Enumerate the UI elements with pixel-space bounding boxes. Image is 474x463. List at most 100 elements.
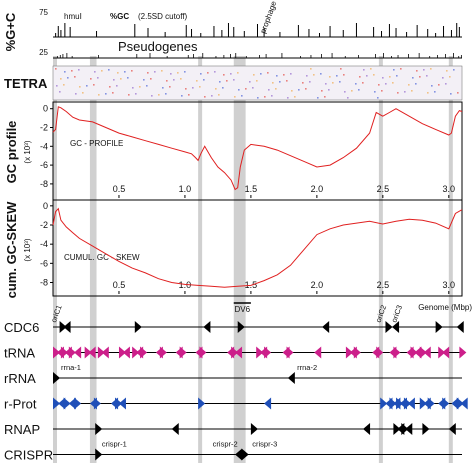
tetra-dot-140 bbox=[185, 88, 187, 90]
track-marker-trna-6 bbox=[84, 346, 92, 359]
track-marker-r-prot-8 bbox=[115, 397, 123, 410]
track-marker-rnap-2 bbox=[250, 423, 258, 435]
hmul-annotation: hmuI bbox=[64, 12, 82, 21]
tetra-dot-15 bbox=[445, 83, 447, 85]
dv6-region: DV6 Genome (Mbp) bbox=[233, 302, 472, 314]
tetra-dot-95 bbox=[230, 73, 232, 75]
track-marker-cdc6-3 bbox=[203, 321, 211, 333]
track-marker-r-prot-24 bbox=[442, 397, 450, 410]
tetra-dot-139 bbox=[132, 87, 134, 89]
tetra-dot-106 bbox=[408, 84, 410, 86]
tetra-dot-141 bbox=[238, 89, 240, 91]
track-marker-trna-4 bbox=[68, 346, 76, 359]
gc-panel: %G+C 75 25 %GC (2.5SD cutoff) hmuI proph… bbox=[3, 0, 462, 59]
track-marker-crispr-2 bbox=[241, 448, 249, 461]
tetra-dot-44 bbox=[362, 82, 364, 84]
track-marker-r-prot-26 bbox=[456, 397, 464, 410]
gc-profile-ytick-1: -2 bbox=[40, 123, 48, 133]
track-marker-cdc6-7 bbox=[392, 321, 400, 333]
track-marker-cdc6-0 bbox=[59, 321, 67, 333]
gc-title: %GC bbox=[110, 12, 129, 21]
tetra-dot-55 bbox=[135, 93, 137, 95]
tetra-dot-78 bbox=[139, 86, 141, 88]
tetra-dot-65 bbox=[260, 73, 262, 75]
track-marker-r-prot-11 bbox=[264, 397, 272, 410]
track-marker-trna-41 bbox=[423, 346, 431, 359]
tetra-dot-107 bbox=[56, 85, 58, 87]
tetra-dot-104 bbox=[302, 82, 304, 84]
track-marker-trna-2 bbox=[60, 346, 68, 359]
track-marker-trna-26 bbox=[264, 346, 272, 359]
tetra-dot-102 bbox=[196, 80, 198, 82]
track-marker-cdc6-1 bbox=[63, 321, 71, 333]
tetra-dot-101 bbox=[143, 79, 145, 81]
tetra-dot-6 bbox=[373, 74, 375, 76]
track-marker-trna-18 bbox=[179, 346, 187, 359]
tetra-dot-96 bbox=[283, 74, 285, 76]
tetra-dot-8 bbox=[74, 76, 76, 78]
genome-axis-label: Genome (Mbp) bbox=[418, 303, 472, 312]
tetra-dot-103 bbox=[249, 81, 251, 83]
highlight-band-5 bbox=[448, 56, 453, 463]
tetra-dot-48 bbox=[169, 86, 171, 88]
tetra-dot-51 bbox=[328, 89, 330, 91]
track-marker-rnap-6 bbox=[401, 423, 409, 435]
track-marker-trna-39 bbox=[414, 346, 422, 359]
track-marker-trna-38 bbox=[410, 346, 418, 359]
gc-profile-xtick-5: 3.0 bbox=[443, 184, 456, 194]
gc-ylabel: %G+C bbox=[3, 12, 18, 51]
tetra-dot-83 bbox=[404, 91, 406, 93]
tetra-dot-99 bbox=[442, 77, 444, 79]
highlight-band-2 bbox=[198, 56, 203, 463]
tetra-dot-71 bbox=[173, 79, 175, 81]
tetra-dot-58 bbox=[294, 96, 296, 98]
tetra-dot-0 bbox=[55, 68, 57, 70]
track-marker-trna-7 bbox=[88, 346, 96, 359]
tetra-dot-127 bbox=[306, 75, 308, 77]
tetra-dot-35 bbox=[290, 73, 292, 75]
tetra-dot-85 bbox=[105, 93, 107, 95]
tetra-dot-12 bbox=[286, 80, 288, 82]
tetra-dot-26 bbox=[218, 94, 220, 96]
tetra-dot-124 bbox=[147, 72, 149, 74]
tetra-dot-46 bbox=[63, 84, 65, 86]
tetra-dot-92 bbox=[71, 70, 73, 72]
tetra-dot-88 bbox=[264, 96, 266, 98]
track-marker-rnap-0 bbox=[95, 423, 103, 435]
tetra-dot-2 bbox=[161, 70, 163, 72]
gc-profile-xtick-2: 1.5 bbox=[245, 184, 258, 194]
tetra-panel: TETRA bbox=[4, 65, 463, 101]
tetra-dot-66 bbox=[313, 74, 315, 76]
tetra-dot-77 bbox=[86, 85, 88, 87]
tetra-dot-79 bbox=[192, 87, 194, 89]
tetra-dot-158 bbox=[329, 76, 331, 78]
tetra-dot-38 bbox=[449, 76, 451, 78]
tetra-dot-98 bbox=[389, 76, 391, 78]
tetra-dot-142 bbox=[291, 90, 293, 92]
track-marker-r-prot-6 bbox=[93, 397, 101, 410]
tetra-dot-4 bbox=[267, 72, 269, 74]
tetra-dot-81 bbox=[298, 89, 300, 91]
track-marker-trna-42 bbox=[438, 346, 446, 359]
track-annotation-5: crispr-1 bbox=[102, 440, 127, 449]
tetra-dot-128 bbox=[359, 76, 361, 78]
tetra-dots bbox=[55, 68, 459, 99]
prophage-annotation: prophage bbox=[258, 0, 278, 35]
track-label-r-prot: r-Prot bbox=[4, 397, 37, 412]
highlight-band-0 bbox=[53, 56, 57, 463]
track-marker-trna-44 bbox=[459, 346, 467, 359]
tetra-dot-145 bbox=[450, 93, 452, 95]
tetra-dot-18 bbox=[199, 86, 201, 88]
track-label-cdc6: CDC6 bbox=[4, 320, 39, 335]
tetra-dot-36 bbox=[343, 74, 345, 76]
track-marker-r-prot-1 bbox=[58, 397, 66, 410]
tetra-dot-37 bbox=[396, 75, 398, 77]
tetra-dot-73 bbox=[279, 81, 281, 83]
track-marker-r-prot-18 bbox=[403, 397, 411, 410]
gc-skew-legend: CUMUL. GC - SKEW bbox=[64, 253, 140, 262]
gc-cutoff-note: (2.5SD cutoff) bbox=[138, 12, 188, 21]
tetra-dot-63 bbox=[154, 71, 156, 73]
track-marker-rnap-1 bbox=[171, 423, 179, 435]
tetra-ylabel: TETRA bbox=[4, 76, 48, 91]
gc-skew-ytick-3: -6 bbox=[40, 258, 48, 268]
